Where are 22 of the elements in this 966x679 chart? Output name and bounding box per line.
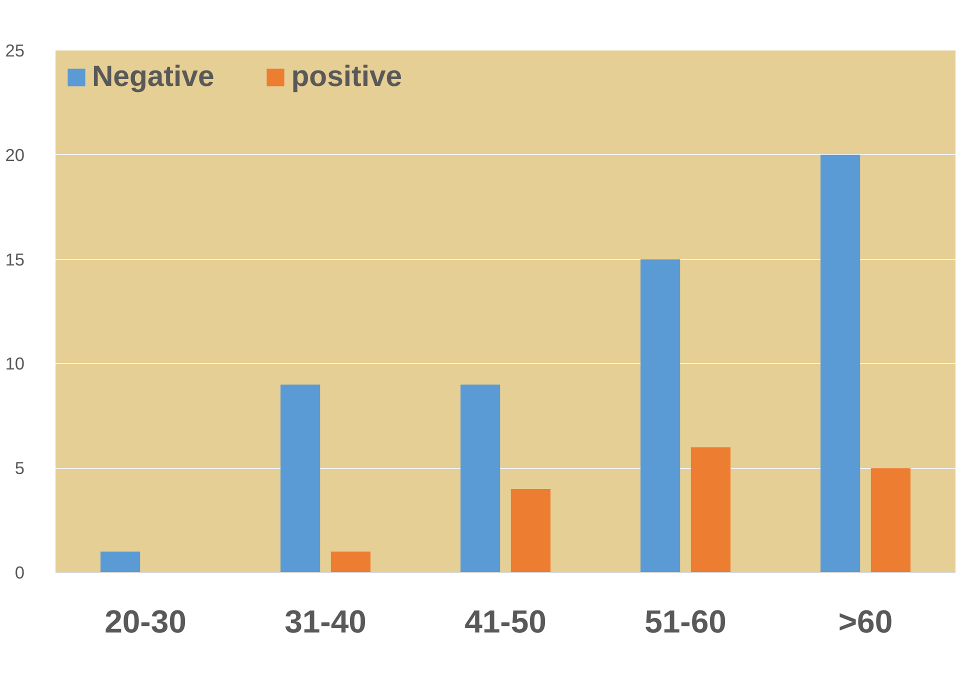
legend-label: positive <box>291 60 402 94</box>
x-tick-label: >60 <box>838 604 893 640</box>
y-tick-label: 0 <box>14 562 25 582</box>
y-tick-label: 25 <box>5 40 25 60</box>
bar <box>640 259 680 572</box>
bar <box>330 552 370 572</box>
bar <box>870 468 910 572</box>
x-tick-label: 41-50 <box>464 604 546 640</box>
y-tick-label: 20 <box>5 144 25 165</box>
bar <box>820 154 860 572</box>
y-tick-label: 5 <box>14 458 25 478</box>
y-tick-label: 15 <box>5 249 25 270</box>
bar <box>460 384 500 572</box>
bar <box>690 447 730 572</box>
bar <box>510 488 550 572</box>
y-tick-label: 10 <box>5 354 25 374</box>
x-tick-label: 20-30 <box>104 604 186 640</box>
x-tick-label: 51-60 <box>644 604 726 640</box>
bar <box>100 552 140 572</box>
bar <box>280 384 320 572</box>
legend-label: Negative <box>92 60 214 94</box>
x-tick-label: 31-40 <box>284 604 366 640</box>
